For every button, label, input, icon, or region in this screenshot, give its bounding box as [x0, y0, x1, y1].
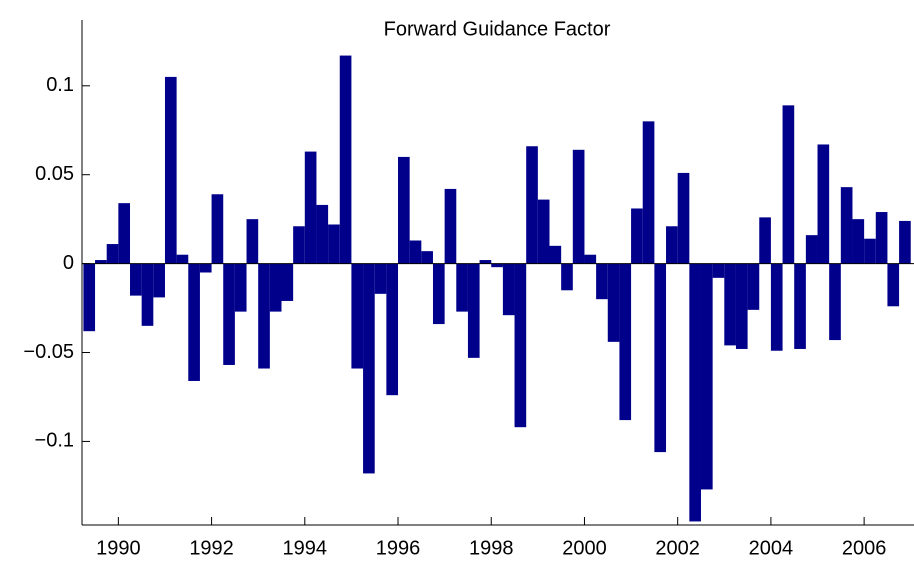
bar [561, 263, 573, 291]
bar [829, 263, 841, 341]
bar [631, 208, 643, 264]
bar [502, 263, 515, 316]
bar [106, 244, 119, 264]
bar [770, 263, 783, 351]
bar [735, 263, 748, 349]
bar [258, 263, 270, 369]
bar [164, 76, 177, 264]
bar [887, 263, 900, 307]
bar [596, 263, 608, 300]
bar [118, 203, 131, 264]
bar [281, 263, 294, 301]
y-tick-label: −0.05 [23, 341, 74, 363]
bar [211, 194, 224, 264]
bar [269, 263, 282, 312]
bar [817, 144, 830, 264]
bar [514, 263, 527, 428]
bar [852, 219, 865, 264]
bar [409, 240, 422, 264]
bar [328, 224, 340, 264]
bar [223, 263, 235, 365]
bar [747, 263, 760, 310]
bar [805, 235, 818, 264]
bar [491, 263, 503, 268]
bar [386, 263, 399, 396]
bar [642, 121, 655, 264]
y-tick-label: 0.05 [35, 163, 74, 185]
y-tick-label: −0.1 [35, 430, 74, 452]
bar [95, 260, 107, 264]
axes: −0.1 −0.05 0 0.05 0.1 1990 1992 1994 1996 1998 200… [23, 20, 914, 559]
bar [677, 172, 690, 264]
x-tick-label: 1990 [96, 537, 141, 559]
bar [304, 151, 317, 264]
bar [176, 254, 189, 264]
bar [234, 263, 247, 312]
bar [153, 263, 165, 298]
bar [537, 199, 550, 264]
bar [724, 263, 736, 346]
bar [199, 263, 212, 273]
bar [526, 146, 538, 264]
x-tick-label: 2002 [655, 537, 700, 559]
bar [351, 263, 364, 369]
bar [456, 263, 468, 312]
bar [654, 263, 667, 453]
bar [316, 204, 329, 264]
x-tick-label: 1994 [283, 537, 328, 559]
bar [432, 263, 445, 325]
bar [363, 263, 375, 474]
bars [83, 55, 911, 522]
x-tick-label: 2006 [842, 537, 887, 559]
bar [83, 263, 96, 332]
y-tick-label: 0.1 [46, 74, 74, 96]
bar [374, 263, 387, 294]
bar [246, 219, 259, 264]
bar [666, 226, 678, 264]
bar [864, 238, 876, 264]
bar [398, 156, 410, 264]
bar [584, 254, 597, 264]
bar [607, 263, 620, 342]
x-tick-label: 1998 [469, 537, 514, 559]
bar [572, 149, 585, 264]
x-tick-label: 1996 [376, 537, 421, 559]
x-tick-label: 2004 [749, 537, 794, 559]
bar [689, 263, 701, 522]
bar [479, 260, 492, 264]
bar [421, 251, 433, 264]
bar [467, 263, 480, 358]
bar [339, 55, 352, 264]
bar [549, 245, 562, 264]
bar [899, 220, 911, 264]
bar [141, 263, 154, 326]
bar [712, 263, 725, 278]
bar [293, 226, 305, 264]
bar [700, 263, 713, 490]
bar [794, 263, 806, 349]
bar [875, 212, 888, 264]
x-tick-label: 2000 [562, 537, 607, 559]
bar [759, 217, 771, 264]
bar [444, 188, 457, 264]
chart-title: Forward Guidance Factor [384, 18, 611, 40]
bar [130, 263, 142, 296]
bar [840, 187, 853, 264]
bar [188, 263, 200, 381]
y-tick-label: 0 [63, 252, 74, 274]
bar [619, 263, 632, 421]
bar [782, 105, 795, 264]
x-tick-label: 1992 [189, 537, 234, 559]
